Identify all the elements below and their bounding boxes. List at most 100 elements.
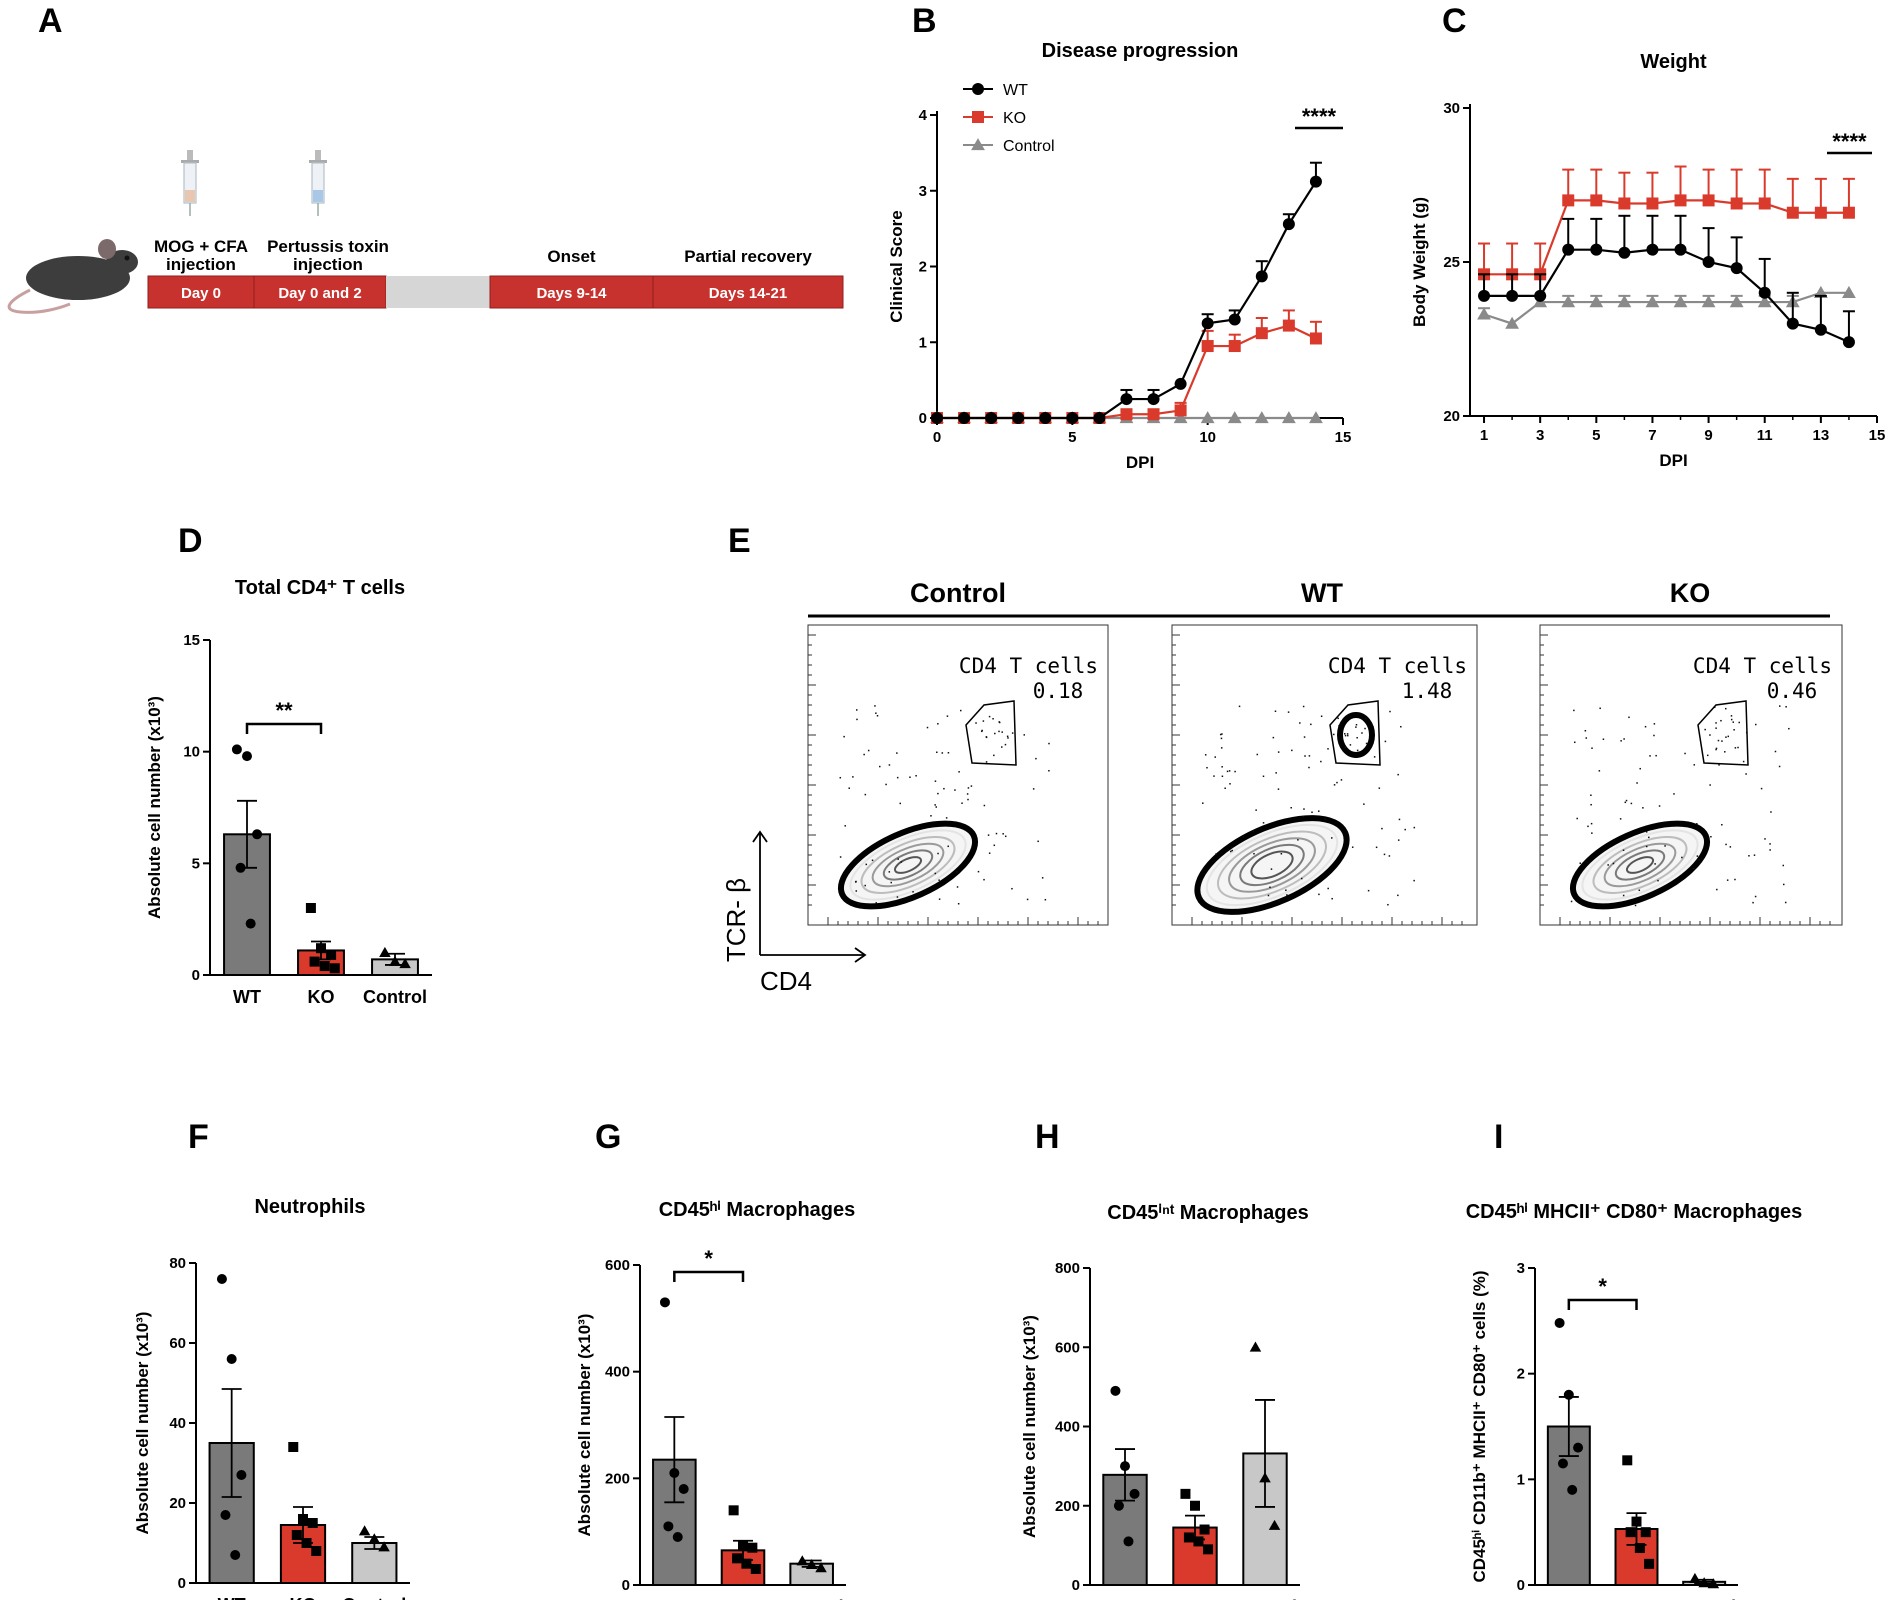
category-label: Control [1233,1597,1297,1600]
gate-event-dot [1344,746,1346,748]
data-point [298,1514,308,1524]
event-dot [947,845,949,848]
event-dot [843,735,845,738]
event-dot [1274,710,1277,713]
data-point [1477,307,1491,320]
event-dot [947,752,950,754]
data-point [1562,243,1575,256]
event-dot [1238,705,1241,708]
data-point [1646,243,1659,256]
gate-event-dot [1727,735,1730,738]
event-dot [1398,818,1401,821]
significance-label: **** [1302,104,1337,129]
group-title: WT [1301,578,1343,608]
data-point [1012,412,1025,424]
category-label: Control [363,987,427,1007]
event-dot [1044,898,1047,901]
data-point [1255,327,1268,340]
gate-label: CD4 T cells [1693,654,1832,678]
event-dot [1628,716,1630,719]
event-dot [1213,775,1215,777]
category-label: WT [218,1595,246,1600]
panel-letter-g: G [595,1118,621,1156]
event-dot [1598,770,1601,772]
category-label: KO [308,987,335,1007]
event-dot [1336,781,1338,784]
series-ko [931,309,1322,424]
gate-event-dot [1344,733,1346,735]
data-point [1562,194,1575,207]
panel-letter-b: B [912,2,937,40]
event-dot [839,856,842,858]
event-dot [1275,772,1277,774]
chart-i: CD45ʰⁱ MHCII⁺ CD80⁺ Macrophages 0 1 2 3 CD45ʰ… [1466,1201,1803,1600]
y-tick-label: 0 [1072,1577,1080,1594]
event-dot [896,776,899,779]
data-point [1193,1536,1204,1547]
data-point [1227,411,1242,424]
y-axis-label: Absolute cell number (x10³) [1020,1315,1039,1538]
contour-ring [1625,856,1655,874]
event-dot [1653,734,1655,737]
data-point [389,955,401,966]
event-dot [959,709,962,712]
event-dot [1340,779,1343,781]
x-tick-label: 9 [1704,427,1712,444]
event-dot [1622,849,1625,851]
event-dot [966,793,969,795]
event-dot [926,726,929,729]
data-point [1200,411,1215,424]
event-dot [1639,767,1641,770]
legend-label: Control [1003,138,1055,155]
y-axis-label: Absolute cell number (x10³) [145,696,164,919]
event-dot [1026,898,1029,901]
timeline-segment-label: Day 0 [181,285,221,302]
data-point [1631,1516,1642,1527]
event-dot [1645,845,1648,848]
event-dot [844,825,846,827]
chart-f: Neutrophils 0 20 40 60 80 Absolute cell number… [133,1196,410,1600]
event-dot [1219,733,1222,736]
data-point [326,949,337,960]
chart-title: Total CD4⁺ T cells [235,577,405,599]
data-point [1190,1500,1200,1511]
syringe-plunger [315,150,321,160]
gate-event-dot [998,721,1001,724]
gate-event-dot [1365,742,1368,745]
event-dot [1300,877,1303,880]
event-dot [1302,815,1304,818]
chart-title: CD45ʰⁱ Macrophages [659,1199,856,1221]
gate-event-dot [1355,723,1358,726]
x-tick-label: 5 [1592,427,1600,444]
event-dot [1726,879,1729,881]
event-dot [961,802,963,804]
event-dot [975,722,977,724]
x-tick-label: 15 [1869,427,1886,444]
data-point [985,412,998,424]
event-dot [1311,811,1313,814]
data-point [796,1555,809,1566]
data-point [1123,1536,1134,1547]
data-point [741,1558,752,1569]
gate-label: CD4 T cells [1328,654,1467,678]
event-dot [995,832,998,835]
data-point [1814,206,1827,219]
gate-event-dot [993,754,995,757]
gate-event-dot [1715,747,1718,750]
timeline-event-label: injection [166,255,236,274]
data-point [1249,1341,1262,1352]
data-point [1066,412,1079,424]
event-dot [1291,749,1293,752]
event-dot [1745,773,1747,775]
data-point [329,963,340,974]
mouse-body [26,256,130,300]
event-dot [1696,855,1699,857]
event-dot [1623,738,1625,740]
event-dot [1397,894,1399,897]
event-dot [1262,822,1265,824]
y-tick-label: 80 [169,1255,186,1272]
data-point [231,744,242,755]
series-wt [931,161,1322,424]
gate-event-dot [994,732,996,735]
